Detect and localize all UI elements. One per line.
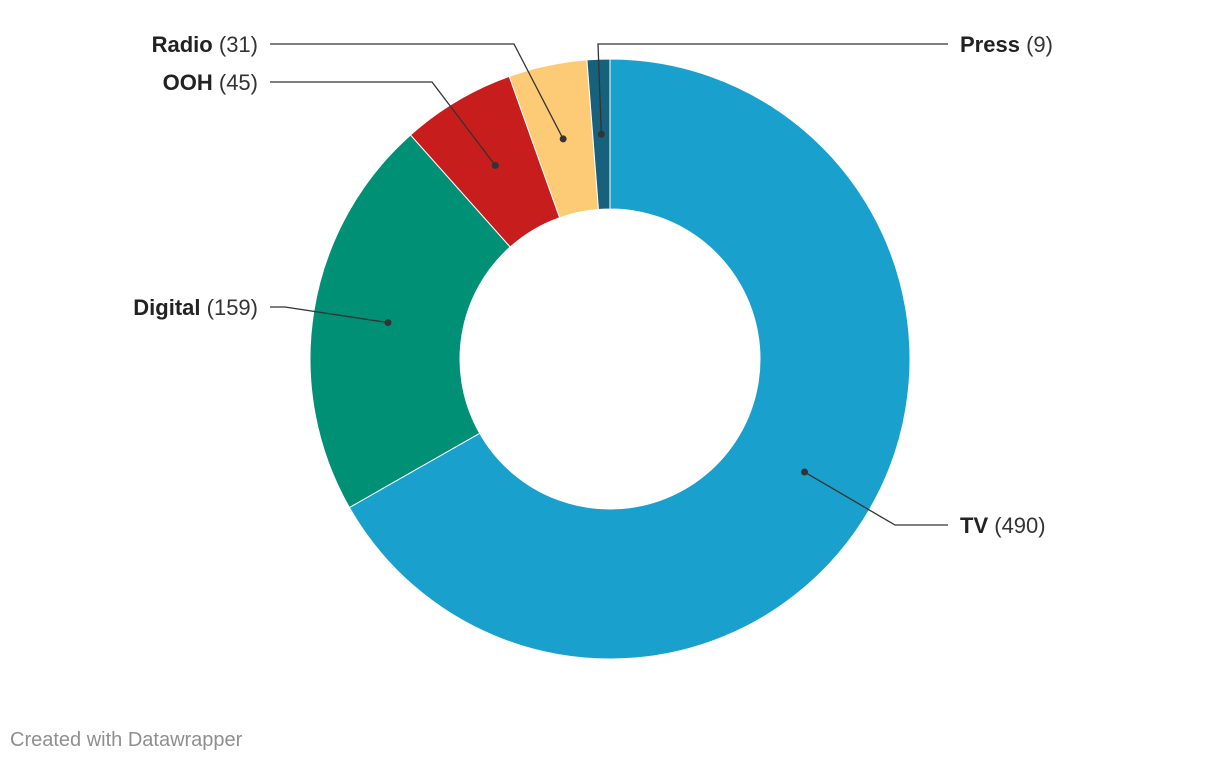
leader-line-digital [270,306,389,324]
slice-label-press: Press (9) [960,32,1053,57]
leader-lines-group [270,43,948,526]
leader-dot-digital [384,319,392,327]
leader-dot-ooh [491,161,499,169]
slice-label-name: Radio [152,32,213,57]
slice-label-value: (45) [213,70,258,95]
slice-label-name: TV [960,513,988,538]
leader-line-tv [804,471,948,526]
slice-label-tv: TV (490) [960,513,1046,538]
leader-line-radio [270,43,564,140]
leader-dot-press [597,130,605,138]
slices-group [309,58,911,660]
leader-dot-radio [559,135,567,143]
credit-text: Created with Datawrapper [10,729,243,751]
slice-label-value: (490) [988,513,1045,538]
leader-dot-tv [801,468,809,476]
slice-label-digital: Digital (159) [133,295,258,320]
slice-label-value: (31) [213,32,258,57]
slice-label-radio: Radio (31) [152,32,258,57]
slice-label-ooh: OOH (45) [163,70,258,95]
slice-label-value: (9) [1020,32,1053,57]
leader-line-ooh [270,81,496,166]
labels-group: TV (490)Digital (159)OOH (45)Radio (31) P… [133,32,1053,538]
slice-label-value: (159) [201,295,258,320]
slice-label-name: Press [960,32,1020,57]
slice-tv [348,58,911,660]
slice-label-name: OOH [163,70,213,95]
leader-line-press [597,43,948,135]
slice-digital [309,134,511,509]
slice-label-name: Digital [133,295,200,320]
